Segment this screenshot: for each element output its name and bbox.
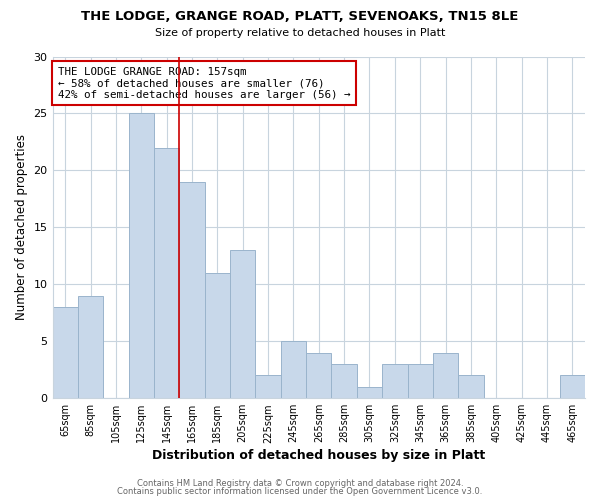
Bar [407,364,433,398]
Bar [179,182,205,398]
Bar [154,148,179,398]
Y-axis label: Number of detached properties: Number of detached properties [15,134,28,320]
Bar [230,250,256,398]
Bar [433,352,458,398]
Bar [256,376,281,398]
Text: THE LODGE, GRANGE ROAD, PLATT, SEVENOAKS, TN15 8LE: THE LODGE, GRANGE ROAD, PLATT, SEVENOAKS… [82,10,518,23]
Text: THE LODGE GRANGE ROAD: 157sqm
← 58% of detached houses are smaller (76)
42% of s: THE LODGE GRANGE ROAD: 157sqm ← 58% of d… [58,67,350,100]
Bar [281,341,306,398]
Bar [357,387,382,398]
Bar [331,364,357,398]
X-axis label: Distribution of detached houses by size in Platt: Distribution of detached houses by size … [152,450,485,462]
Bar [560,376,585,398]
Bar [382,364,407,398]
Bar [306,352,331,398]
Bar [128,114,154,398]
Text: Size of property relative to detached houses in Platt: Size of property relative to detached ho… [155,28,445,38]
Bar [53,307,78,398]
Bar [78,296,103,398]
Bar [205,273,230,398]
Bar [458,376,484,398]
Text: Contains public sector information licensed under the Open Government Licence v3: Contains public sector information licen… [118,487,482,496]
Text: Contains HM Land Registry data © Crown copyright and database right 2024.: Contains HM Land Registry data © Crown c… [137,478,463,488]
